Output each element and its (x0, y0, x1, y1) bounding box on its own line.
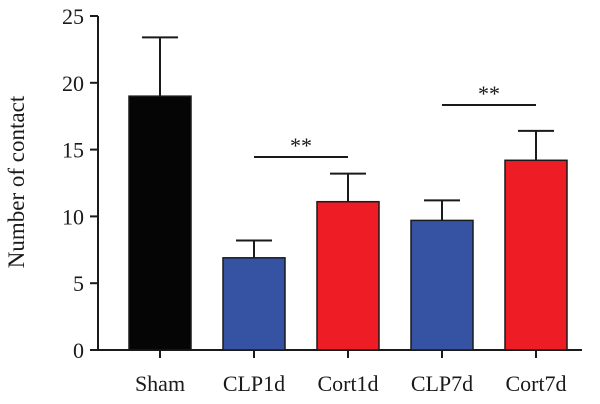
error-bars (142, 36, 554, 258)
y-tick-label: 5 (73, 271, 84, 296)
x-tick-label-cort1d: Cort1d (317, 371, 378, 396)
x-tick-label-clp7d: CLP7d (411, 371, 473, 396)
bar-cort1d (316, 200, 380, 351)
bar-sham (128, 95, 192, 351)
y-tick-label: 15 (62, 138, 84, 163)
y-tick-label: 10 (62, 204, 84, 229)
y-tick-label: 0 (73, 338, 84, 363)
bar-clp1d (222, 257, 286, 351)
x-tick-label-cort7d: Cort7d (505, 371, 566, 396)
y-axis-title: Number of contact (4, 95, 29, 268)
significance-annotations: ** ** (254, 81, 536, 158)
y-tick-label: 25 (62, 4, 84, 29)
axes: 0 5 10 15 20 25 Sham CLP1d Cort1d CLP7d Cort7d (62, 4, 582, 396)
y-tick-label: 20 (62, 71, 84, 96)
bar-clp7d (410, 219, 474, 351)
significance-label: ** (290, 133, 312, 158)
x-tick-label-clp1d: CLP1d (223, 371, 285, 396)
significance-label: ** (478, 81, 500, 106)
bars (128, 95, 568, 351)
x-tick-label-sham: Sham (135, 371, 185, 396)
bar-cort7d (504, 159, 568, 351)
